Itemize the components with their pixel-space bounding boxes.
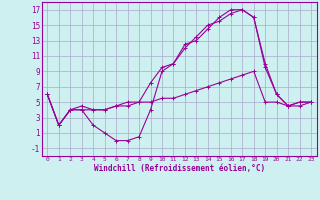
X-axis label: Windchill (Refroidissement éolien,°C): Windchill (Refroidissement éolien,°C) bbox=[94, 164, 265, 173]
